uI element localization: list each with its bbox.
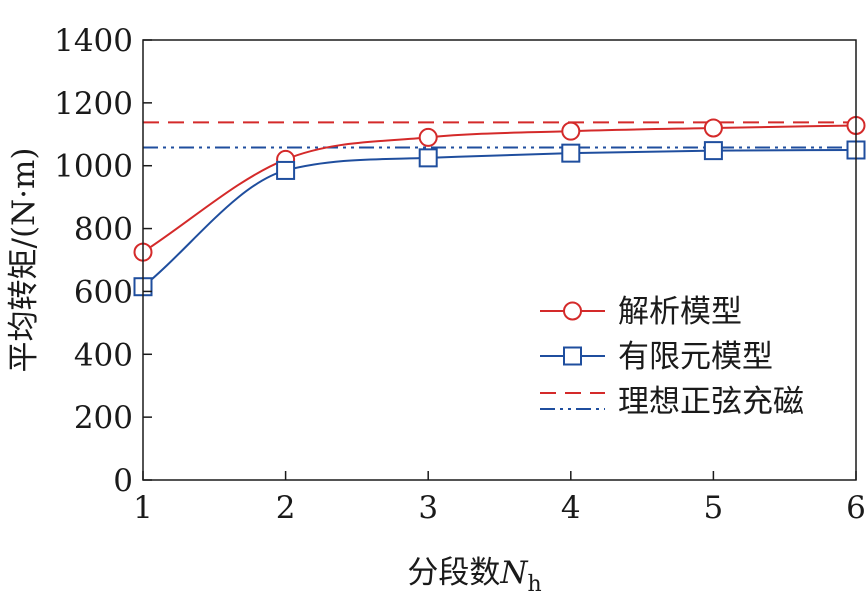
data-point-square	[703, 141, 723, 161]
x-axis-title: 分段数Nh	[407, 555, 541, 597]
legend-marker-square	[563, 346, 582, 366]
y-tick-label: 800	[74, 212, 133, 248]
x-tick-label: 5	[704, 490, 724, 526]
series-line	[142, 149, 857, 288]
legend-label: 解析模型	[618, 294, 742, 330]
x-axis: 1 2 3 4 5 6	[133, 471, 866, 526]
series-layer	[133, 115, 866, 297]
data-point-square	[418, 148, 438, 168]
data-point-circle	[703, 118, 723, 138]
y-tick-label: 1200	[54, 86, 133, 122]
x-tick-label: 3	[418, 490, 438, 526]
y-tick-label: 600	[74, 274, 133, 310]
data-point-circle	[561, 121, 581, 141]
legend-label: 理想正弦充磁	[618, 384, 804, 420]
legend-label: 有限元模型	[618, 339, 773, 375]
x-tick-label: 1	[133, 490, 153, 526]
legend-marker-circle	[563, 301, 582, 321]
x-axis-title-subscript: h	[527, 572, 541, 597]
y-axis: 0 200 400 600 800 1000 1200 1400	[54, 23, 152, 499]
x-axis-title-symbol: N	[499, 555, 529, 591]
x-tick-label: 2	[276, 490, 296, 526]
data-point-square	[276, 160, 296, 180]
series-line	[142, 124, 857, 253]
y-tick-label: 1400	[54, 23, 133, 59]
x-tick-label: 4	[561, 490, 581, 526]
plot-area-frame	[142, 39, 857, 481]
x-tick-label: 6	[846, 490, 866, 526]
x-axis-title-text: 分段数	[407, 555, 500, 591]
y-axis-title: 平均转矩/(N·m)	[6, 147, 42, 372]
reference-lines	[143, 121, 856, 149]
y-tick-label: 400	[74, 337, 133, 373]
data-point-square	[561, 143, 581, 163]
data-point-circle	[418, 127, 438, 147]
y-tick-label: 200	[74, 400, 133, 436]
y-tick-label: 0	[113, 463, 133, 499]
y-tick-label: 1000	[54, 149, 133, 185]
